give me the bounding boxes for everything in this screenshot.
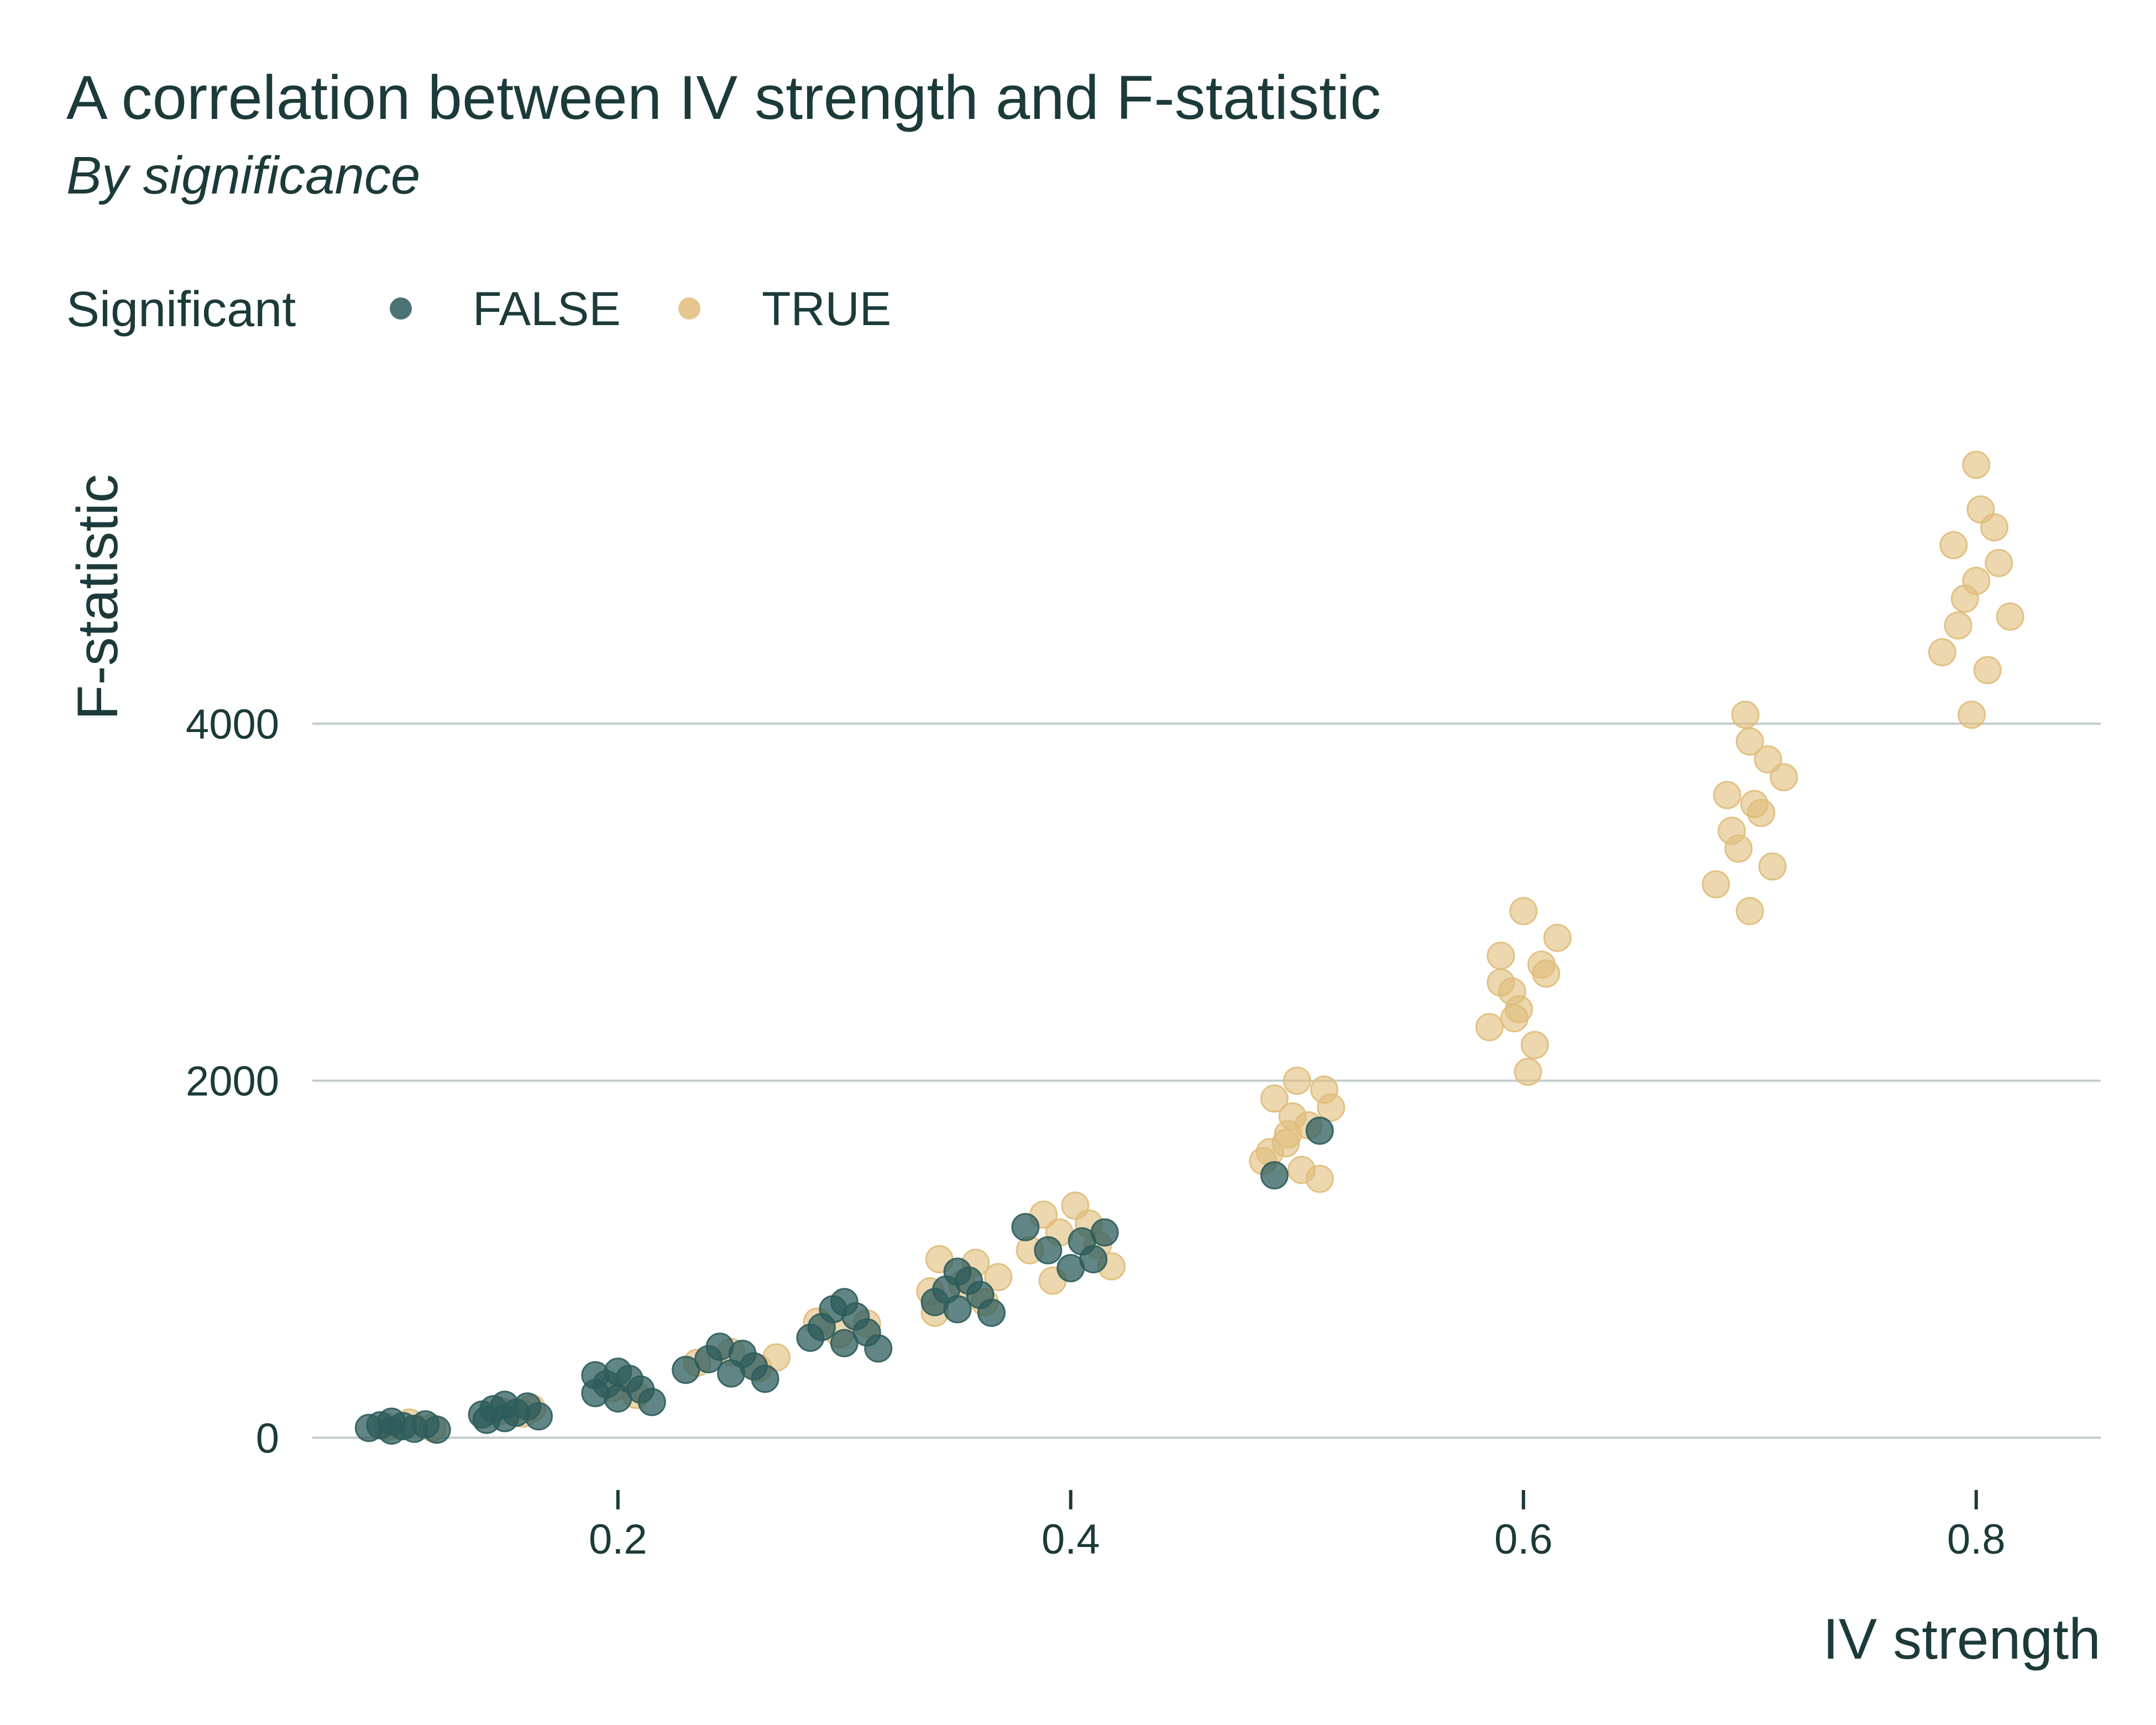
chart-subtitle: By significance [66,146,420,205]
legend: Significant FALSE TRUE [66,282,891,337]
legend-swatch-false [390,297,412,320]
point-true [1274,1120,1302,1149]
point-true [1487,968,1515,997]
point-true [1475,1013,1504,1042]
point-false [472,1405,501,1434]
point-true [1260,1084,1289,1113]
point-false [830,1288,859,1316]
point-false [830,1329,859,1357]
point-false [943,1295,972,1324]
point-true [1973,656,2002,684]
point-true [1758,852,1787,881]
axes: 0 2000 4000 0.2 0.4 0.6 0.8 [186,701,2006,1563]
legend-title: Significant [66,282,296,337]
legend-swatch-true [678,297,700,320]
y-axis-title: F-statistic [66,474,130,720]
point-false [1090,1218,1119,1247]
point-false [977,1298,1006,1327]
y-tick-label: 2000 [186,1058,279,1105]
point-true [1283,1067,1311,1095]
point-true [984,1263,1013,1292]
point-false [943,1257,972,1286]
legend-label-true: TRUE [762,283,891,336]
point-true [1980,513,2009,542]
x-tick-label: 0.6 [1494,1516,1553,1563]
point-true [1287,1156,1316,1184]
point-true [1944,611,1972,640]
point-true [1754,745,1782,773]
point-false [422,1415,451,1444]
x-axis-title: IV strength [1823,1607,2101,1671]
point-true [1731,701,1760,729]
point-false [524,1402,553,1431]
point-true [1740,790,1768,818]
point-false [751,1365,779,1393]
point-true [1487,942,1515,970]
point-true [1702,870,1730,898]
point-false [1260,1161,1289,1190]
point-false [672,1356,700,1384]
x-tick-label: 0.4 [1042,1516,1100,1563]
point-true [1962,451,1991,479]
point-false [490,1391,519,1419]
point-false [637,1388,666,1416]
data-points [354,451,2024,1445]
point-false [1079,1245,1108,1274]
point-false [1011,1212,1040,1241]
point-true [1509,897,1538,926]
point-true [1718,817,1746,845]
point-true [1310,1075,1338,1104]
chart-title: A correlation between IV strength and F-… [66,63,1381,132]
point-true [1713,781,1741,809]
point-true [1928,638,1956,667]
point-true [1514,1058,1542,1086]
point-true [1527,950,1556,979]
y-tick-label: 4000 [186,701,279,748]
point-true [1939,531,1968,560]
point-true [1543,923,1572,952]
point-false [1305,1116,1334,1145]
point-false [1034,1236,1063,1264]
point-true [1735,897,1764,926]
x-tick-label: 0.2 [589,1516,647,1563]
gridlines [312,722,2101,1439]
point-true [1958,701,1986,729]
point-true [1962,567,1991,595]
point-true [1735,727,1764,756]
point-false [581,1361,610,1389]
point-false [377,1407,406,1436]
point-true [1500,1004,1529,1033]
point-false [864,1334,893,1363]
point-true [1996,602,2024,631]
point-true [1985,548,2013,577]
point-true [1770,763,1798,792]
point-false [705,1332,734,1361]
legend-label-false: FALSE [473,283,621,336]
x-tick-label: 0.8 [1947,1516,2006,1563]
y-tick-label: 0 [256,1415,279,1462]
point-true [1520,1031,1549,1059]
